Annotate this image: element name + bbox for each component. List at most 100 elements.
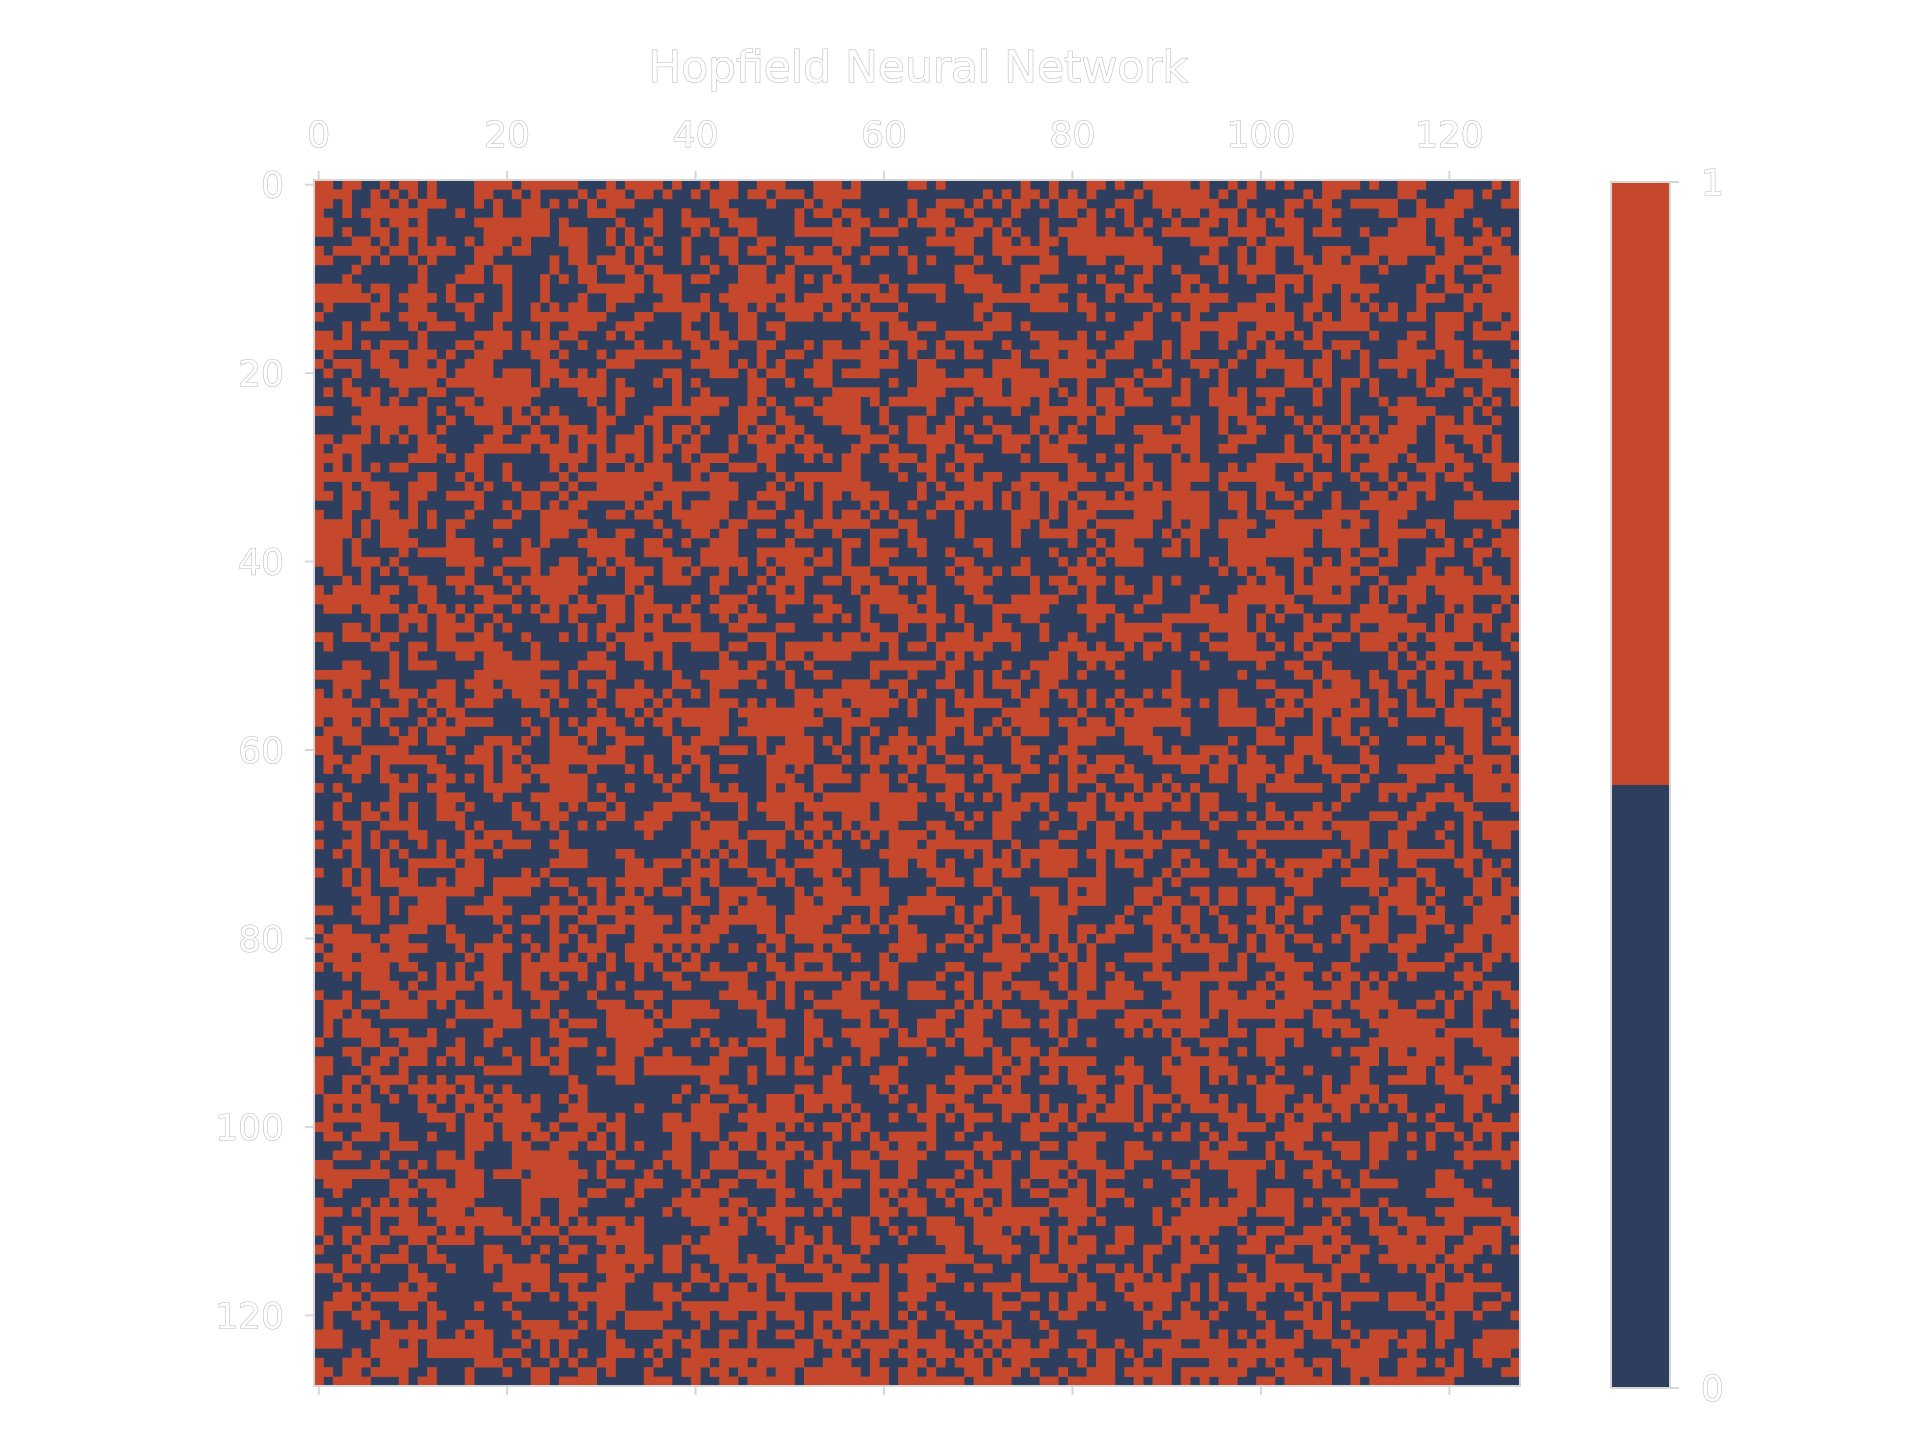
heatmap-cell-run	[389, 792, 400, 803]
heatmap-cell-run	[1171, 217, 1182, 228]
heatmap-cell-run	[1416, 1263, 1427, 1274]
heatmap-cell-run	[794, 962, 805, 972]
heatmap-cell-run	[370, 641, 390, 652]
heatmap-cell-run	[530, 1046, 541, 1057]
heatmap-cell-run	[1331, 962, 1351, 972]
heatmap-cell-run	[700, 556, 748, 567]
heatmap-cell-run	[1312, 707, 1332, 718]
heatmap-cell-run	[1265, 1338, 1304, 1349]
heatmap-cell-run	[540, 952, 560, 963]
heatmap-cell-run	[1312, 472, 1332, 482]
heatmap-cell-run	[1256, 1046, 1285, 1057]
heatmap-cell-run	[1227, 1282, 1276, 1293]
heatmap-cell-run	[1199, 801, 1219, 812]
heatmap-cell-run	[709, 575, 729, 586]
heatmap-cell-run	[1425, 1310, 1436, 1321]
heatmap-cell-run	[1331, 632, 1351, 643]
heatmap-cell-run	[681, 311, 701, 322]
heatmap-cell-run	[964, 1282, 974, 1293]
heatmap-cell-run	[634, 1263, 645, 1274]
heatmap-cell-run	[1303, 1301, 1314, 1311]
heatmap-cell-run	[1444, 1056, 1455, 1067]
heatmap-cell-run	[785, 1244, 805, 1255]
heatmap-cell-run	[728, 217, 758, 228]
heatmap-cell-run	[1284, 764, 1304, 774]
heatmap-cell-run	[1058, 745, 1078, 756]
heatmap-cell-run	[1020, 1178, 1031, 1189]
heatmap-cell-run	[558, 217, 569, 228]
heatmap-cell-run	[709, 962, 720, 972]
heatmap-cell-run	[1331, 820, 1370, 831]
heatmap-cell-run	[737, 227, 758, 237]
heatmap-cell-run	[1030, 943, 1050, 953]
heatmap-cell-run	[803, 1150, 814, 1161]
heatmap-cell-run	[681, 1235, 692, 1246]
heatmap-cell-run	[1171, 500, 1210, 511]
heatmap-cell-run	[1020, 1056, 1031, 1067]
heatmap-cell-run	[662, 726, 673, 737]
heatmap-cell-run	[822, 1141, 833, 1151]
heatmap-cell-run	[530, 585, 579, 595]
heatmap-cell-run	[982, 1150, 993, 1161]
heatmap-cell-run	[973, 877, 993, 887]
heatmap-cell-run	[332, 1291, 362, 1302]
heatmap-cell-run	[408, 453, 437, 464]
heatmap-cell-run	[1030, 1272, 1069, 1283]
heatmap-cell-run	[681, 717, 729, 727]
heatmap-cell-run	[342, 274, 353, 284]
heatmap-cell-run	[1359, 980, 1370, 991]
heatmap-cell-run	[342, 321, 353, 332]
heatmap-cell-run	[709, 820, 739, 831]
heatmap-cell-run	[1124, 764, 1135, 774]
heatmap-cell-run	[1209, 1244, 1219, 1255]
heatmap-cell-run	[992, 1056, 1012, 1067]
heatmap-cell-run	[917, 490, 927, 501]
heatmap-cell-run	[558, 330, 579, 341]
heatmap-cell-run	[314, 905, 334, 916]
heatmap-cell-run	[917, 1018, 946, 1029]
heatmap-cell-run	[342, 735, 362, 746]
heatmap-cell-run	[1406, 632, 1417, 643]
heatmap-cell-run	[1265, 208, 1276, 219]
heatmap-cell-run	[1039, 1056, 1097, 1067]
heatmap-cell-run	[1152, 924, 1182, 935]
heatmap-cell-run	[1218, 519, 1257, 529]
heatmap-cell-run	[1020, 792, 1050, 803]
heatmap-cell-run	[973, 1263, 993, 1274]
heatmap-cell-run	[1114, 1018, 1144, 1029]
heatmap-cell-run	[351, 547, 362, 558]
heatmap-cell-run	[992, 1367, 1021, 1377]
heatmap-cell-run	[1161, 1357, 1172, 1368]
heatmap-cell-run	[379, 867, 400, 878]
heatmap-cell-run	[653, 434, 663, 445]
heatmap-cell-run	[389, 896, 400, 906]
heatmap-cell-run	[728, 839, 748, 850]
heatmap-cell-run	[775, 1310, 805, 1321]
heatmap-cell-run	[1152, 575, 1163, 586]
heatmap-cell-run	[1284, 208, 1295, 219]
heatmap-cell-run	[314, 359, 324, 369]
heatmap-cell-run	[455, 877, 484, 887]
heatmap-cell-run	[474, 415, 503, 426]
heatmap-cell-run	[700, 1320, 711, 1330]
heatmap-cell-run	[596, 1310, 616, 1321]
heatmap-cell-run	[1077, 999, 1125, 1010]
heatmap-cell-run	[1397, 415, 1427, 426]
heatmap-cell-run	[342, 1235, 353, 1246]
heatmap-cell-run	[728, 783, 739, 793]
heatmap-cell-run	[973, 1376, 1012, 1387]
heatmap-cell-run	[1067, 801, 1097, 812]
heatmap-cell-run	[756, 1282, 767, 1293]
heatmap-cell-run	[672, 424, 692, 435]
heatmap-cell-run	[1463, 745, 1483, 756]
heatmap-cell-run	[1482, 359, 1493, 369]
heatmap-cell-run	[1416, 198, 1427, 209]
heatmap-cell-run	[926, 603, 937, 614]
heatmap-cell-run	[615, 914, 673, 925]
heatmap-cell-run	[521, 180, 579, 190]
heatmap-cell-run	[634, 245, 645, 256]
heatmap-cell-run	[342, 877, 353, 887]
heatmap-cell-run	[728, 858, 748, 869]
heatmap-cell-run	[1077, 1009, 1097, 1019]
heatmap-cell-run	[314, 867, 324, 878]
